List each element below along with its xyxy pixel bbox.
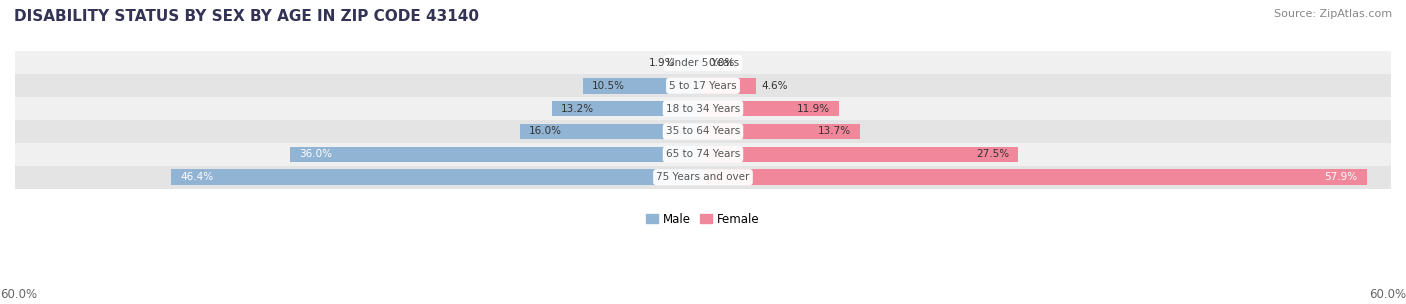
Text: 27.5%: 27.5% <box>976 149 1010 159</box>
Text: 60.0%: 60.0% <box>1369 288 1406 301</box>
Text: 18 to 34 Years: 18 to 34 Years <box>666 104 740 114</box>
Bar <box>703 169 1367 185</box>
Bar <box>15 143 1391 166</box>
Text: 5 to 17 Years: 5 to 17 Years <box>669 81 737 91</box>
Text: 75 Years and over: 75 Years and over <box>657 172 749 182</box>
Text: 57.9%: 57.9% <box>1324 172 1358 182</box>
Text: 46.4%: 46.4% <box>180 172 214 182</box>
Bar <box>15 120 1391 143</box>
Bar <box>172 169 703 185</box>
Bar <box>703 101 839 116</box>
Bar <box>15 74 1391 97</box>
Bar <box>290 147 703 162</box>
Bar <box>703 78 756 94</box>
Bar <box>582 78 703 94</box>
Text: 0.0%: 0.0% <box>709 58 735 68</box>
Bar <box>15 97 1391 120</box>
Bar <box>703 124 860 139</box>
Bar <box>703 147 1018 162</box>
Bar <box>520 124 703 139</box>
Text: 11.9%: 11.9% <box>797 104 831 114</box>
Text: 4.6%: 4.6% <box>762 81 787 91</box>
Bar <box>15 166 1391 189</box>
Text: 16.0%: 16.0% <box>529 126 562 136</box>
Text: 10.5%: 10.5% <box>592 81 624 91</box>
Text: 35 to 64 Years: 35 to 64 Years <box>666 126 740 136</box>
Text: 60.0%: 60.0% <box>0 288 37 301</box>
Text: 13.7%: 13.7% <box>818 126 851 136</box>
Text: Source: ZipAtlas.com: Source: ZipAtlas.com <box>1274 9 1392 19</box>
Text: 65 to 74 Years: 65 to 74 Years <box>666 149 740 159</box>
Bar <box>15 51 1391 74</box>
Text: 36.0%: 36.0% <box>299 149 332 159</box>
Legend: Male, Female: Male, Female <box>641 208 765 231</box>
Bar <box>551 101 703 116</box>
Text: 13.2%: 13.2% <box>561 104 593 114</box>
Text: Under 5 Years: Under 5 Years <box>666 58 740 68</box>
Text: DISABILITY STATUS BY SEX BY AGE IN ZIP CODE 43140: DISABILITY STATUS BY SEX BY AGE IN ZIP C… <box>14 9 479 24</box>
Bar <box>682 55 703 71</box>
Text: 1.9%: 1.9% <box>650 58 675 68</box>
